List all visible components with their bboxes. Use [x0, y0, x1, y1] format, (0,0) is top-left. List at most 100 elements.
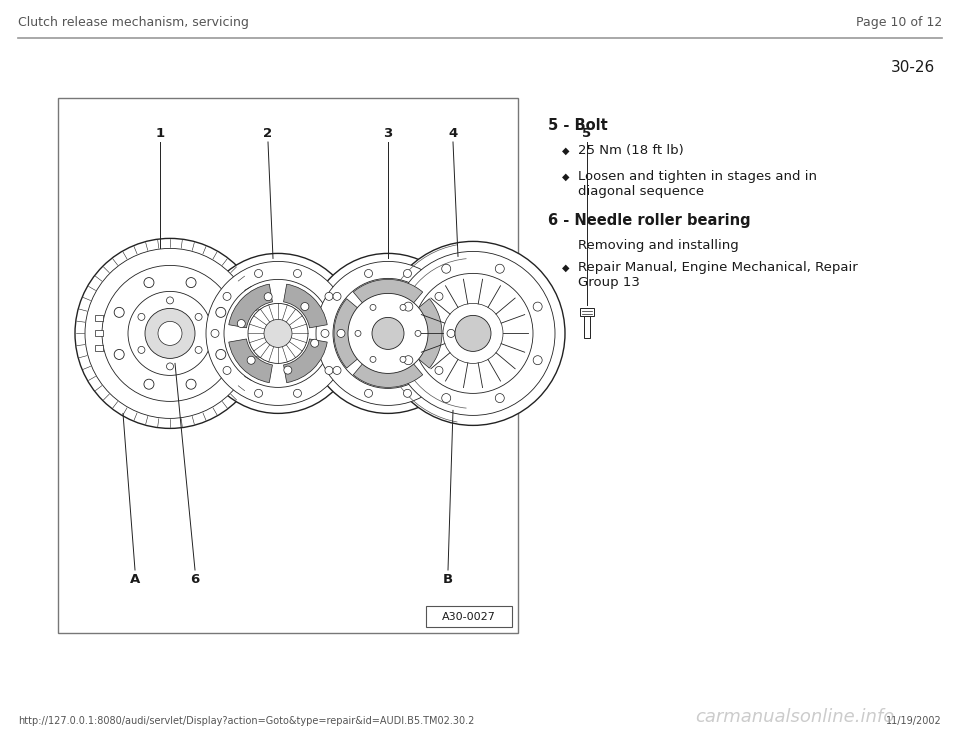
Circle shape: [495, 393, 504, 403]
Bar: [584, 316, 590, 338]
Circle shape: [321, 329, 329, 338]
Circle shape: [186, 278, 196, 288]
Circle shape: [337, 329, 345, 338]
Text: Loosen and tighten in stages and in: Loosen and tighten in stages and in: [578, 170, 817, 183]
Circle shape: [158, 321, 182, 345]
Wedge shape: [417, 299, 442, 368]
Text: 25 Nm (18 ft lb): 25 Nm (18 ft lb): [578, 144, 684, 157]
Wedge shape: [283, 284, 327, 328]
Circle shape: [365, 269, 372, 278]
Text: ◆: ◆: [562, 172, 569, 182]
Circle shape: [455, 315, 491, 352]
Circle shape: [144, 379, 154, 390]
Wedge shape: [353, 280, 422, 304]
Circle shape: [370, 304, 376, 310]
Text: ◆: ◆: [562, 146, 569, 156]
Text: Removing and installing: Removing and installing: [578, 239, 739, 252]
Circle shape: [400, 304, 406, 310]
Circle shape: [284, 366, 292, 374]
Circle shape: [381, 241, 565, 425]
Text: 2: 2: [263, 127, 273, 140]
Circle shape: [128, 292, 212, 375]
Circle shape: [442, 393, 450, 403]
Wedge shape: [228, 284, 273, 328]
Circle shape: [533, 302, 542, 311]
Circle shape: [333, 367, 341, 375]
Circle shape: [114, 307, 124, 318]
Circle shape: [216, 349, 226, 359]
Circle shape: [447, 329, 455, 338]
Circle shape: [333, 292, 341, 301]
Circle shape: [211, 329, 219, 338]
Text: Group 13: Group 13: [578, 276, 640, 289]
Circle shape: [264, 319, 292, 347]
Circle shape: [138, 313, 145, 321]
Circle shape: [391, 252, 555, 416]
Text: 6 - Needle roller bearing: 6 - Needle roller bearing: [548, 213, 751, 228]
Text: 6: 6: [190, 573, 200, 586]
Text: 5: 5: [583, 127, 591, 140]
Text: http://127.0.0.1:8080/audi/servlet/Display?action=Goto&type=repair&id=AUDI.B5.TM: http://127.0.0.1:8080/audi/servlet/Displ…: [18, 716, 474, 726]
Text: diagonal sequence: diagonal sequence: [578, 185, 704, 198]
Circle shape: [75, 238, 265, 428]
Text: Clutch release mechanism, servicing: Clutch release mechanism, servicing: [18, 16, 249, 29]
Circle shape: [404, 355, 413, 364]
Circle shape: [114, 349, 124, 359]
Circle shape: [195, 347, 202, 353]
Circle shape: [325, 367, 333, 375]
Wedge shape: [283, 339, 327, 383]
Circle shape: [495, 264, 504, 273]
Circle shape: [404, 302, 413, 311]
Text: A: A: [130, 573, 140, 586]
Circle shape: [248, 303, 308, 364]
Circle shape: [300, 303, 309, 311]
Circle shape: [533, 355, 542, 364]
Circle shape: [254, 269, 262, 278]
Circle shape: [413, 273, 533, 393]
Circle shape: [198, 254, 358, 413]
Text: Page 10 of 12: Page 10 of 12: [855, 16, 942, 29]
Circle shape: [415, 330, 421, 336]
Text: 5 - Bolt: 5 - Bolt: [548, 118, 608, 133]
Circle shape: [85, 249, 255, 418]
Circle shape: [102, 266, 238, 401]
Circle shape: [403, 269, 412, 278]
Circle shape: [223, 367, 231, 375]
Bar: [95, 315, 103, 321]
Circle shape: [247, 356, 255, 364]
Circle shape: [316, 261, 460, 405]
Circle shape: [145, 309, 195, 358]
Circle shape: [400, 356, 406, 362]
Text: ◆: ◆: [562, 263, 569, 273]
Bar: [95, 345, 103, 352]
Circle shape: [403, 390, 412, 397]
Circle shape: [443, 303, 503, 364]
Circle shape: [294, 390, 301, 397]
Circle shape: [216, 307, 226, 318]
Circle shape: [223, 292, 231, 301]
Circle shape: [435, 367, 443, 375]
Circle shape: [237, 320, 246, 327]
Circle shape: [144, 278, 154, 288]
Text: B: B: [443, 573, 453, 586]
Circle shape: [264, 292, 273, 301]
Circle shape: [195, 313, 202, 321]
Circle shape: [138, 347, 145, 353]
Circle shape: [365, 390, 372, 397]
Circle shape: [206, 261, 350, 405]
Text: 3: 3: [383, 127, 393, 140]
Bar: [580, 309, 594, 316]
Circle shape: [370, 356, 376, 362]
Bar: [426, 606, 512, 627]
Circle shape: [311, 339, 319, 347]
Text: 30-26: 30-26: [891, 60, 935, 75]
Circle shape: [308, 254, 468, 413]
Circle shape: [442, 264, 450, 273]
Text: 11/19/2002: 11/19/2002: [886, 716, 942, 726]
Wedge shape: [353, 363, 422, 387]
Wedge shape: [228, 339, 273, 383]
Circle shape: [435, 292, 443, 301]
Text: carmanualsonline.info: carmanualsonline.info: [695, 708, 895, 726]
Wedge shape: [334, 299, 359, 368]
Circle shape: [348, 293, 428, 373]
